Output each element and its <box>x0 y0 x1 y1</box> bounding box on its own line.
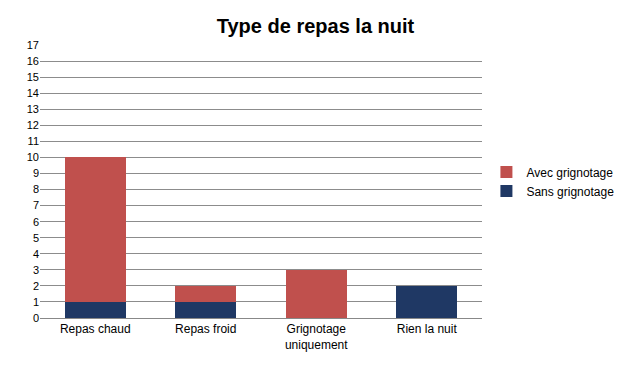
svg-text:12: 12 <box>27 119 39 131</box>
svg-text:Repas froid: Repas froid <box>175 322 236 336</box>
svg-text:Avec grignotage: Avec grignotage <box>526 166 613 180</box>
svg-text:11: 11 <box>28 135 39 147</box>
svg-text:Sans grignotage: Sans grignotage <box>526 185 614 199</box>
svg-text:Type de repas la nuit: Type de repas la nuit <box>217 15 415 37</box>
svg-text:5: 5 <box>33 232 39 244</box>
svg-text:8: 8 <box>33 183 39 195</box>
svg-text:3: 3 <box>33 264 39 276</box>
svg-text:10: 10 <box>27 151 39 163</box>
svg-text:0: 0 <box>33 312 39 324</box>
svg-text:13: 13 <box>27 103 39 115</box>
svg-text:1: 1 <box>33 296 39 308</box>
svg-text:Rien la nuit: Rien la nuit <box>397 322 458 336</box>
svg-text:Grignotageuniquement: Grignotageuniquement <box>285 322 348 352</box>
svg-text:9: 9 <box>33 167 39 179</box>
svg-text:6: 6 <box>33 216 39 228</box>
svg-text:2: 2 <box>33 280 39 292</box>
svg-text:17: 17 <box>27 39 39 51</box>
svg-text:15: 15 <box>27 71 39 83</box>
svg-text:14: 14 <box>27 87 39 99</box>
svg-text:7: 7 <box>33 199 39 211</box>
svg-text:16: 16 <box>27 55 39 67</box>
svg-text:4: 4 <box>33 248 39 260</box>
svg-text:Repas chaud: Repas chaud <box>60 322 131 336</box>
